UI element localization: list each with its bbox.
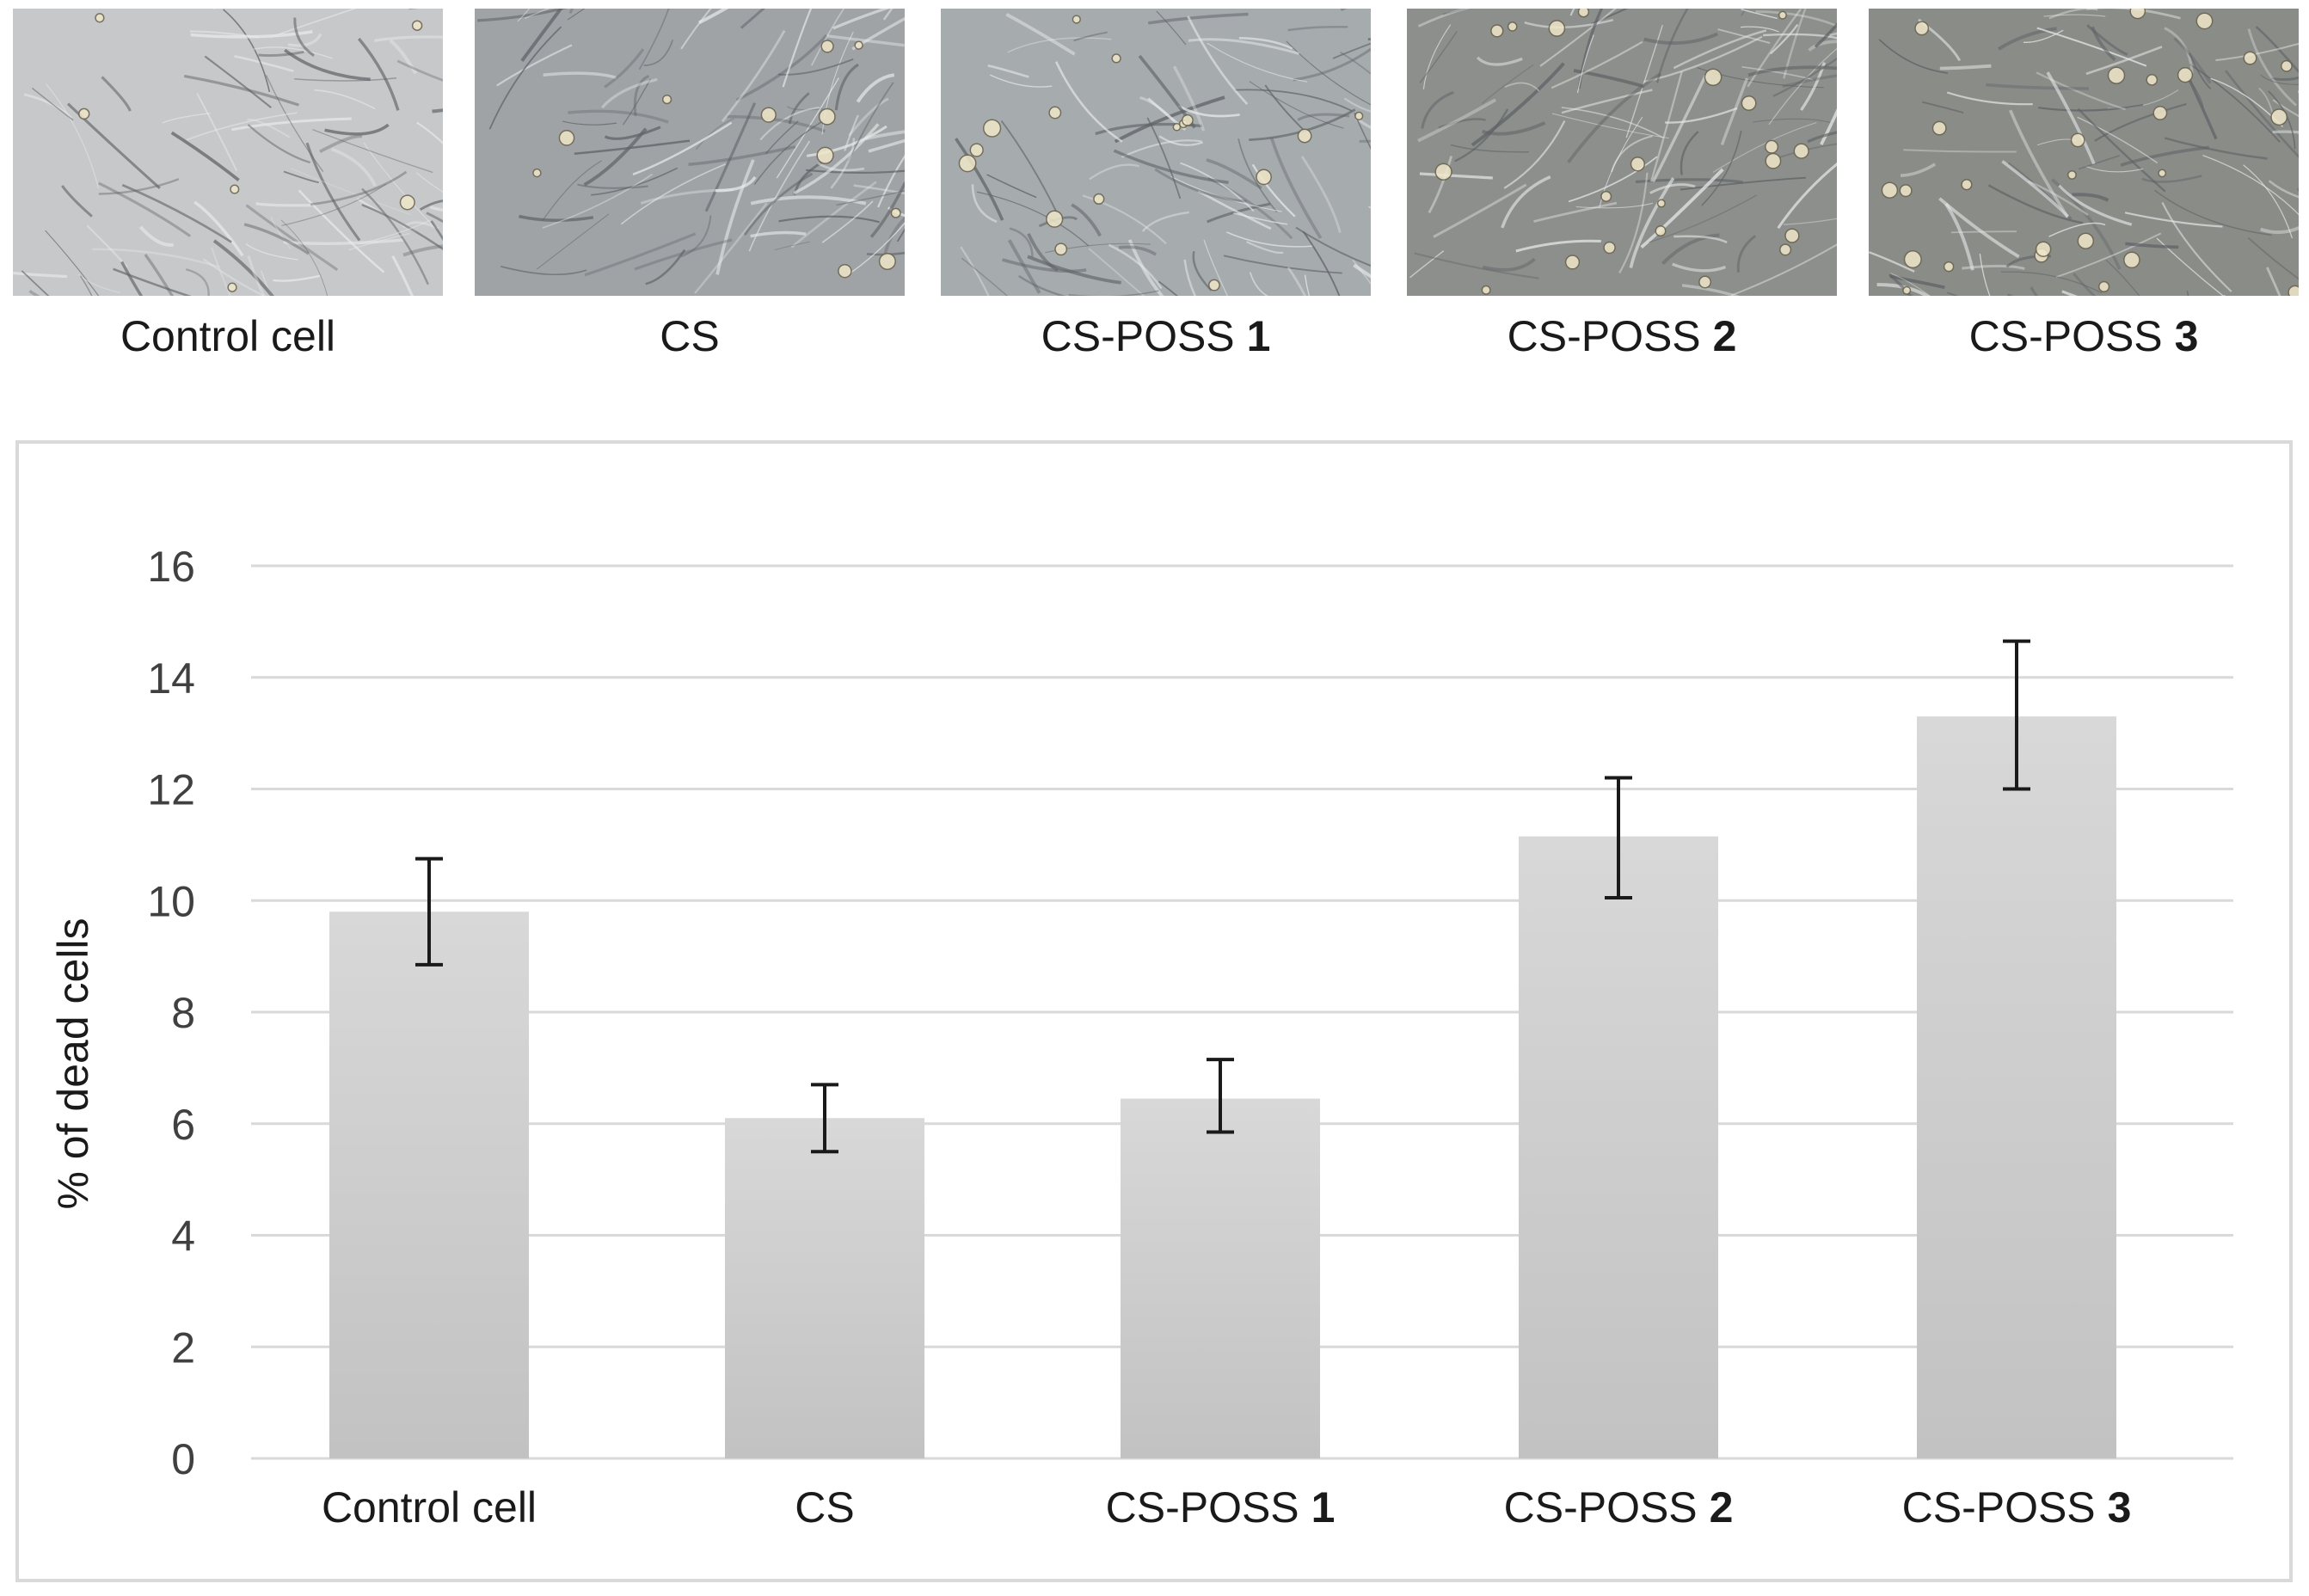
- micrograph-image: [1407, 9, 1837, 296]
- y-tick-label: 8: [171, 989, 195, 1037]
- bar: [725, 1118, 924, 1458]
- bar: [1917, 716, 2116, 1458]
- micrograph-image: [13, 9, 443, 296]
- y-tick-label: 14: [147, 654, 195, 703]
- y-tick-label: 16: [147, 543, 195, 591]
- y-tick-label: 2: [171, 1323, 195, 1372]
- bars: [329, 716, 2116, 1458]
- micrograph-label: Control cell: [13, 308, 443, 365]
- bar: [329, 912, 529, 1458]
- y-axis-label: % of dead cells: [49, 918, 97, 1209]
- bar: [1519, 836, 1718, 1458]
- y-tick-labels: 0 2 4 6 8 10 12 14 16: [147, 543, 195, 1483]
- x-tick-label: CS-POSS 1: [1106, 1483, 1336, 1532]
- micrograph-panel: Control cell CS CS-POSS 1 CS-POSS 2 CS-POSS …: [0, 0, 2309, 378]
- micrograph-label-text: CS-POSS: [1507, 312, 1713, 360]
- y-tick-label: 0: [171, 1435, 195, 1483]
- x-tick-label: CS: [795, 1483, 854, 1532]
- micrograph-label-number: 1: [1246, 312, 1271, 360]
- x-tick-labels: Control cell CS CS-POSS 1 CS-POSS 2 CS-POSS …: [322, 1483, 2131, 1532]
- error-bar: [1207, 1058, 1234, 1134]
- x-tick-label: CS-POSS 2: [1504, 1483, 1734, 1532]
- micrograph-label: CS-POSS 1: [941, 308, 1371, 365]
- micrograph-label-text: CS: [660, 312, 720, 360]
- error-bars: [415, 639, 2030, 1154]
- error-bar: [1605, 776, 1632, 900]
- chart-frame: 0 2 4 6 8 10 12 14 16 Control cell CS CS-POSS 1 CS-…: [15, 440, 2293, 1582]
- bar: [1121, 1098, 1320, 1458]
- micrograph-label: CS-POSS 2: [1407, 308, 1837, 365]
- x-tick-label: CS-POSS 3: [1902, 1483, 2132, 1532]
- micrograph-label: CS-POSS 3: [1869, 308, 2299, 365]
- error-bar: [2003, 639, 2030, 791]
- y-tick-label: 10: [147, 877, 195, 925]
- micrograph-label-text: CS-POSS: [1041, 312, 1247, 360]
- micrograph-label: CS: [475, 308, 905, 365]
- micrograph-label-text: Control cell: [120, 312, 336, 360]
- y-tick-label: 4: [171, 1212, 195, 1261]
- y-tick-label: 12: [147, 766, 195, 814]
- x-tick-label: Control cell: [322, 1483, 537, 1532]
- micrograph-label-text: CS-POSS: [1968, 312, 2175, 360]
- micrograph-label-number: 3: [2174, 312, 2199, 360]
- micrograph-image: [1869, 9, 2299, 296]
- bar-chart: 0 2 4 6 8 10 12 14 16 Control cell CS CS-POSS 1 CS-…: [49, 543, 2233, 1532]
- error-bar: [415, 856, 443, 967]
- micrograph-image: [941, 9, 1371, 296]
- y-tick-label: 6: [171, 1101, 195, 1149]
- micrograph-image: [475, 9, 905, 296]
- error-bar: [811, 1083, 838, 1154]
- micrograph-label-number: 2: [1712, 312, 1737, 360]
